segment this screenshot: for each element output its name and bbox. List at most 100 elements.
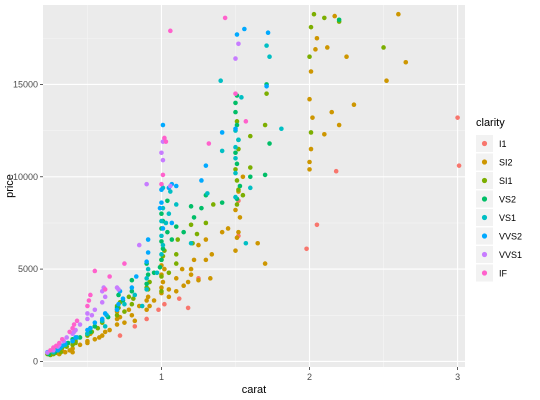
data-point-si1	[173, 252, 179, 257]
data-point-vs2	[188, 204, 194, 209]
data-point-si1	[234, 119, 240, 124]
data-point-vvs2	[120, 296, 126, 301]
data-point-si1	[129, 301, 135, 307]
minor-gridlines	[43, 5, 465, 367]
data-point-vs1	[279, 126, 284, 132]
data-point-if	[88, 292, 93, 298]
data-point-i1	[156, 307, 161, 313]
data-point-vvs2	[219, 130, 225, 135]
data-point-vs1	[233, 194, 238, 200]
legend-label-if: IF	[499, 269, 508, 279]
data-points	[45, 11, 462, 358]
data-point-si2	[236, 229, 241, 235]
legend-title: clarity	[476, 117, 505, 129]
data-point-si1	[122, 309, 127, 314]
data-point-i1	[117, 333, 123, 338]
data-point-si2	[102, 329, 108, 335]
x-axis-title: carat	[242, 384, 266, 396]
data-point-vvs2	[160, 226, 166, 231]
legend-swatch-vvs1	[481, 251, 488, 258]
data-point-vs1	[239, 95, 244, 100]
data-point-if	[56, 340, 62, 346]
data-point-si1	[126, 294, 132, 300]
data-point-vs2	[165, 198, 170, 204]
data-point-vvs2	[114, 307, 120, 313]
data-point-i1	[333, 168, 339, 174]
data-point-vvs2	[242, 26, 247, 32]
data-point-vvs1	[64, 335, 69, 340]
data-point-si2	[255, 240, 261, 246]
data-point-si1	[240, 192, 246, 198]
data-point-si1	[247, 133, 253, 139]
data-point-si2	[173, 288, 179, 294]
data-point-vvs1	[102, 294, 108, 300]
data-point-if	[51, 345, 56, 350]
data-point-si2	[181, 283, 186, 289]
data-point-if	[107, 274, 112, 279]
data-point-if	[71, 322, 77, 327]
data-point-si2	[166, 294, 172, 300]
data-point-si2	[308, 146, 314, 152]
data-point-vvs1	[99, 300, 105, 305]
data-point-vs2	[336, 17, 342, 23]
data-point-si2	[403, 59, 409, 65]
data-point-si2	[308, 69, 314, 74]
data-point-vvs1	[144, 181, 149, 187]
data-point-si2	[262, 261, 268, 266]
data-point-si2	[313, 47, 318, 52]
data-point-si2	[160, 279, 166, 285]
data-point-vs2	[234, 122, 240, 128]
data-point-si2	[92, 336, 98, 342]
data-point-si1	[210, 202, 216, 207]
data-point-vs2	[145, 272, 151, 277]
x-axis: 1 2 3	[159, 367, 460, 382]
data-point-si1	[234, 202, 240, 207]
data-point-vs1	[247, 185, 253, 191]
legend-swatch-if	[481, 270, 488, 276]
data-point-si2	[188, 266, 194, 272]
data-point-vvs1	[89, 312, 95, 318]
data-point-vvs1	[233, 56, 238, 61]
data-point-si2	[114, 322, 120, 327]
data-point-si1	[203, 220, 209, 226]
data-point-si2	[384, 78, 389, 84]
data-point-si2	[196, 277, 201, 283]
data-point-si2	[173, 276, 179, 281]
data-point-vvs2	[129, 285, 135, 290]
data-point-si1	[264, 91, 269, 96]
data-point-if	[162, 135, 167, 141]
data-point-si2	[324, 45, 330, 50]
data-point-vs1	[218, 78, 223, 84]
data-point-i1	[455, 115, 460, 120]
data-point-vvs2	[73, 335, 78, 340]
data-point-vvs2	[233, 126, 238, 132]
legend-label-si1: SI1	[499, 176, 513, 186]
data-point-vvs2	[199, 178, 204, 183]
data-point-si2	[344, 54, 349, 60]
data-point-vs2	[157, 264, 163, 270]
data-point-vs1	[132, 292, 138, 298]
data-point-si2	[314, 35, 320, 41]
data-point-vs1	[144, 276, 149, 281]
data-point-si2	[132, 318, 138, 324]
data-point-vs2	[159, 257, 164, 263]
data-point-si1	[234, 178, 240, 183]
data-point-vs1	[139, 303, 145, 309]
data-point-si2	[310, 115, 315, 120]
y-axis: 0 5000 10000 15000	[13, 79, 43, 366]
data-point-vs2	[129, 288, 135, 294]
data-point-if	[67, 329, 72, 335]
y-tick-label: 10000	[13, 172, 38, 182]
y-tick-label: 15000	[13, 79, 38, 89]
data-point-vvs1	[85, 311, 90, 316]
data-point-vs1	[233, 144, 238, 150]
data-point-i1	[162, 301, 167, 307]
data-point-si2	[191, 257, 197, 263]
data-point-vs2	[233, 109, 238, 115]
data-point-si2	[162, 266, 167, 272]
data-point-si2	[219, 229, 225, 235]
data-point-vvs2	[159, 187, 164, 192]
data-point-vs1	[163, 220, 169, 226]
data-point-vvs1	[136, 242, 142, 248]
legend-label-i1: I1	[499, 139, 507, 149]
